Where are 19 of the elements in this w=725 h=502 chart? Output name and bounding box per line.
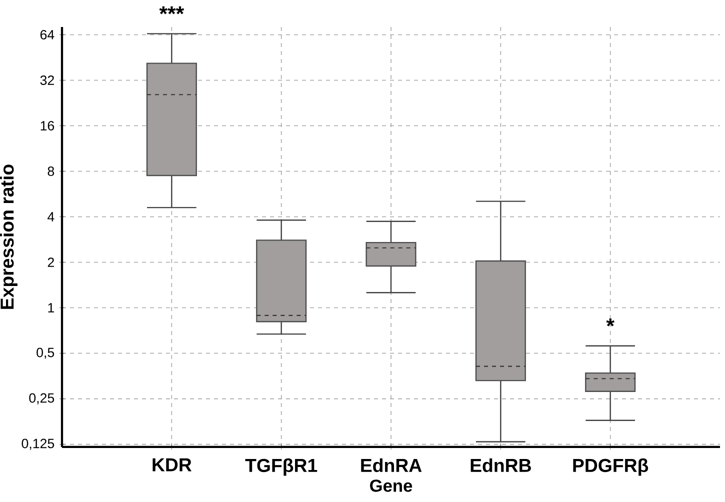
y-tick-label: 8: [48, 166, 54, 176]
x-tick-label: EdnRA: [361, 458, 422, 472]
text: ***: [159, 6, 184, 14]
y-tick-label: 32: [40, 76, 54, 85]
y-tick-label: 16: [40, 121, 54, 130]
y-tick-label: 4: [48, 212, 54, 222]
x-tick-label: TGFβR1: [245, 458, 318, 476]
y-tick-label: 0,25: [29, 393, 54, 404]
y-tick-label: 1: [48, 303, 54, 312]
x-axis-title: Gene: [370, 480, 412, 492]
x-tick-label: PDGFRβ: [573, 458, 648, 476]
y-tick-label: 2: [48, 258, 54, 267]
x-tick-label: KDR: [152, 458, 192, 472]
annotation: *: [606, 318, 614, 326]
y-tick-label: 64: [40, 30, 54, 40]
y-tick-label: 0,125: [22, 438, 54, 450]
y-tick-label: 0,5: [36, 348, 54, 359]
x-tick-label: EdnRB: [470, 458, 531, 472]
y-axis-title: Expression ratio: [0, 164, 18, 309]
